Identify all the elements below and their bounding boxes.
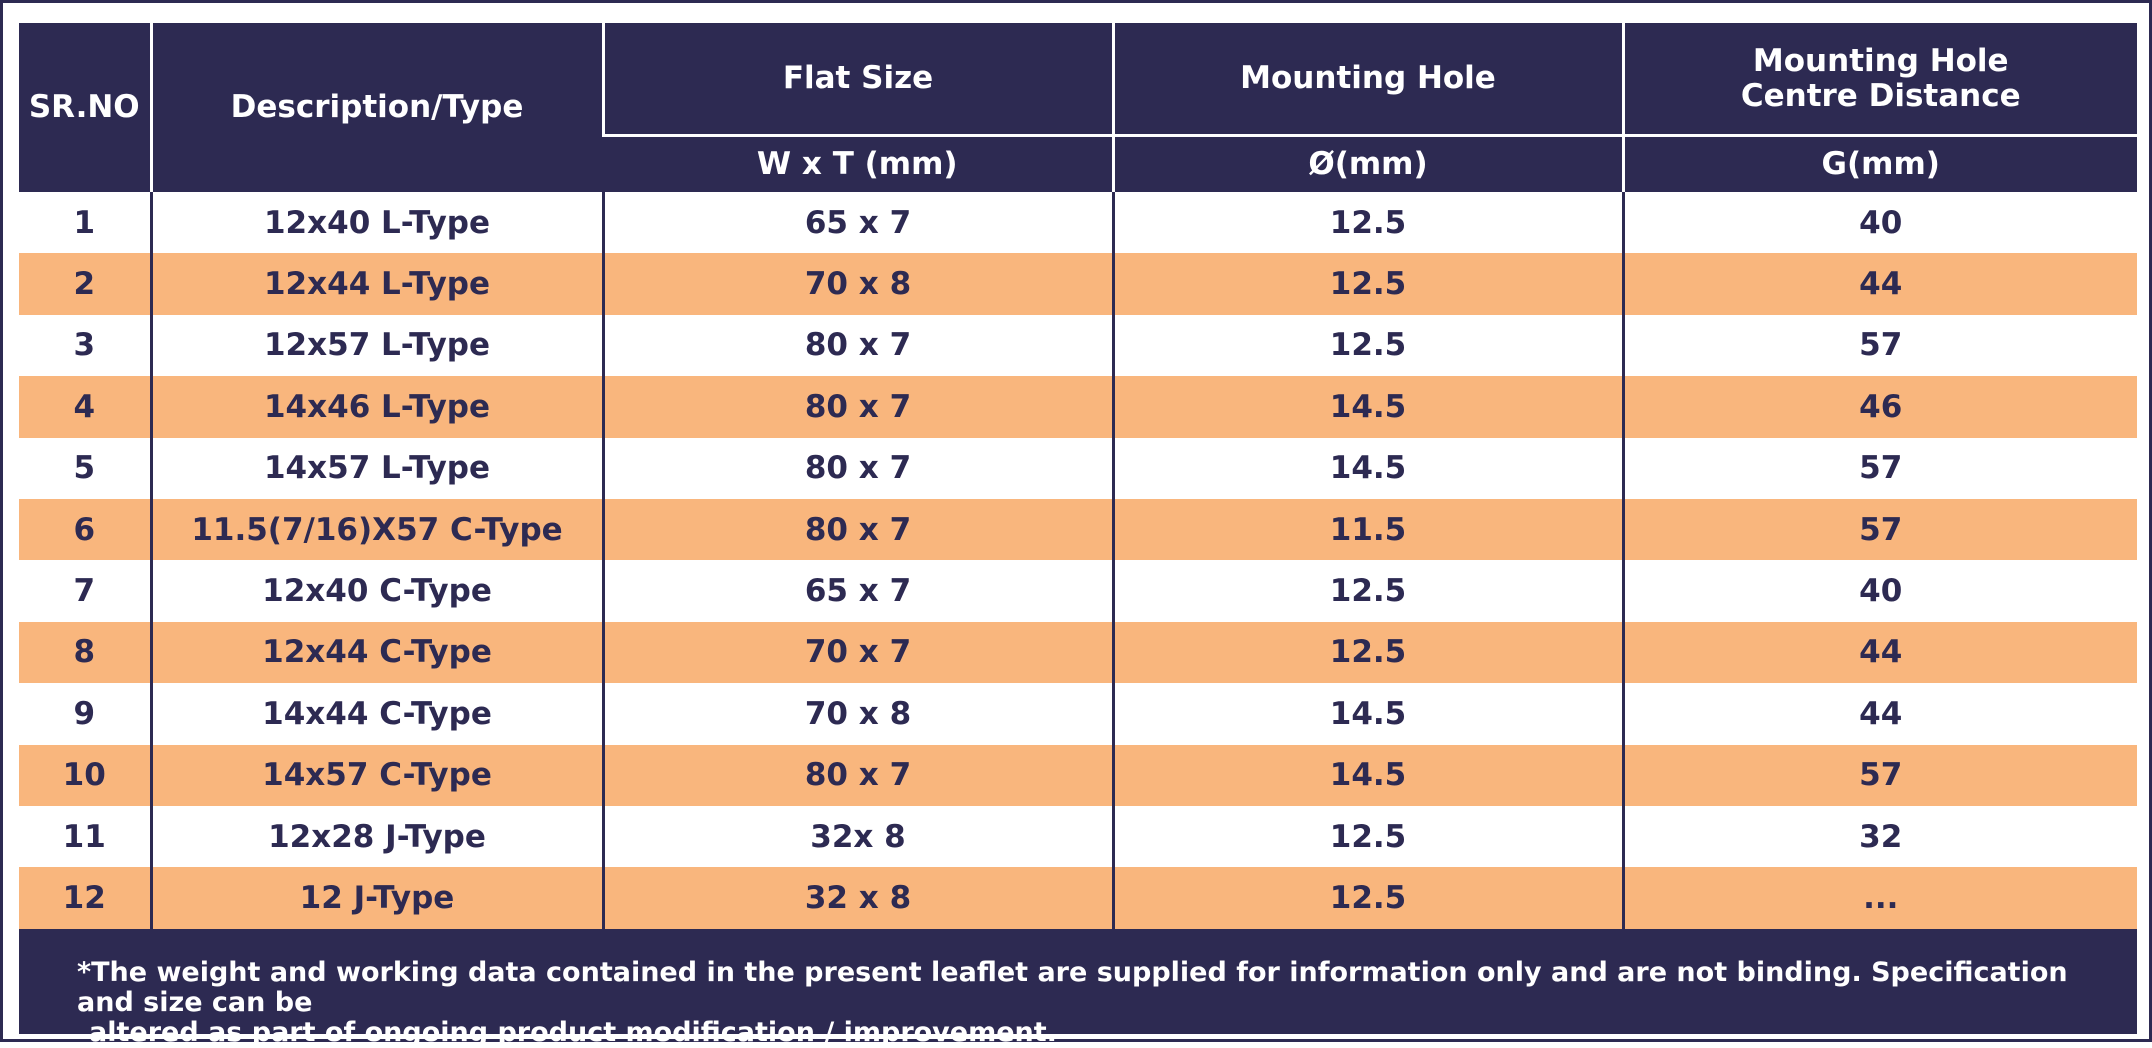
table-row: 4 14x46 L-Type 80 x 7 14.5 46 bbox=[19, 376, 2137, 438]
spec-table: SR.NO Description/Type Flat Size Mountin… bbox=[19, 23, 2137, 929]
cell-mounting-hole: 12.5 bbox=[1111, 560, 1623, 622]
cell-centre-distance: ... bbox=[1621, 867, 2137, 929]
header-sr-no: SR.NO bbox=[19, 23, 151, 192]
cell-sr-no: 6 bbox=[19, 498, 151, 561]
table-row: 9 14x44 C-Type 70 x 8 14.5 44 bbox=[19, 683, 2137, 745]
cell-description: 12x40 C-Type bbox=[149, 560, 603, 622]
cell-description: 11.5(7/16)X57 C-Type bbox=[149, 498, 603, 561]
cell-description: 14x44 C-Type bbox=[149, 683, 603, 745]
cell-description: 14x57 C-Type bbox=[149, 744, 603, 806]
cell-centre-distance: 40 bbox=[1621, 192, 2137, 254]
cell-centre-distance: 40 bbox=[1621, 560, 2137, 622]
table-row: 10 14x57 C-Type 80 x 7 14.5 57 bbox=[19, 744, 2137, 806]
spec-panel: SR.NO Description/Type Flat Size Mountin… bbox=[19, 23, 2137, 1048]
cell-flat-size: 70 x 8 bbox=[601, 253, 1113, 315]
cell-flat-size: 70 x 8 bbox=[601, 683, 1113, 745]
cell-flat-size: 65 x 7 bbox=[601, 192, 1113, 254]
cell-sr-no: 10 bbox=[19, 744, 151, 806]
table-row: 5 14x57 L-Type 80 x 7 14.5 57 bbox=[19, 437, 2137, 499]
cell-mounting-hole: 14.5 bbox=[1111, 744, 1623, 806]
cell-description: 12x40 L-Type bbox=[149, 192, 603, 254]
table-row: 8 12x44 C-Type 70 x 7 12.5 44 bbox=[19, 621, 2137, 684]
cell-mounting-hole: 12.5 bbox=[1111, 192, 1623, 254]
table-row: 11 12x28 J-Type 32x 8 12.5 32 bbox=[19, 805, 2137, 868]
cell-mounting-hole: 12.5 bbox=[1111, 314, 1623, 377]
cell-description: 14x46 L-Type bbox=[149, 376, 603, 438]
cell-centre-distance: 57 bbox=[1621, 437, 2137, 499]
cell-sr-no: 12 bbox=[19, 867, 151, 929]
table-row: 12 12 J-Type 32 x 8 12.5... bbox=[19, 867, 2137, 929]
cell-flat-size: 80 x 7 bbox=[601, 376, 1113, 438]
cell-flat-size: 80 x 7 bbox=[601, 498, 1113, 561]
cell-mounting-hole: 14.5 bbox=[1111, 437, 1623, 499]
cell-description: 12x44 L-Type bbox=[149, 253, 603, 315]
cell-flat-size: 80 x 7 bbox=[601, 437, 1113, 499]
cell-flat-size: 70 x 7 bbox=[601, 621, 1113, 684]
header-centre-distance-line2: Centre Distance bbox=[1740, 77, 2021, 114]
cell-centre-distance: 44 bbox=[1621, 621, 2137, 684]
cell-centre-distance: 57 bbox=[1621, 498, 2137, 561]
cell-sr-no: 5 bbox=[19, 437, 151, 499]
table-row: 3 12x57 L-Type 80 x 7 12.5 57 bbox=[19, 314, 2137, 377]
cell-sr-no: 1 bbox=[19, 192, 151, 254]
cell-centre-distance: 46 bbox=[1621, 376, 2137, 438]
footnote-line-2: altered as part of ongoing product modif… bbox=[89, 1017, 1057, 1048]
table-header: SR.NO Description/Type Flat Size Mountin… bbox=[19, 23, 2137, 192]
cell-centre-distance: 44 bbox=[1621, 683, 2137, 745]
cell-description: 12 J-Type bbox=[149, 867, 603, 929]
header-mounting-hole-unit: Ø(mm) bbox=[1111, 134, 1623, 192]
cell-sr-no: 8 bbox=[19, 621, 151, 684]
table-body: 1 12x40 L-Type 65 x 7 12.5 40 2 12x44 L-Type 70… bbox=[19, 192, 2137, 929]
header-mounting-hole: Mounting Hole bbox=[1111, 23, 1623, 136]
table-row: 1 12x40 L-Type 65 x 7 12.5 40 bbox=[19, 192, 2137, 254]
footnote-line-1: *The weight and working data contained i… bbox=[77, 957, 2068, 1018]
header-row-main: SR.NO Description/Type Flat Size Mountin… bbox=[19, 23, 2137, 192]
cell-centre-distance: 57 bbox=[1621, 744, 2137, 806]
cell-sr-no: 7 bbox=[19, 560, 151, 622]
cell-mounting-hole: 12.5 bbox=[1111, 621, 1623, 684]
header-description: Description/Type bbox=[149, 23, 603, 192]
cell-centre-distance: 57 bbox=[1621, 314, 2137, 377]
table-row: 7 12x40 C-Type 65 x 7 12.5 40 bbox=[19, 560, 2137, 622]
cell-mounting-hole: 14.5 bbox=[1111, 376, 1623, 438]
cell-flat-size: 80 x 7 bbox=[601, 744, 1113, 806]
cell-mounting-hole: 14.5 bbox=[1111, 683, 1623, 745]
cell-description: 12x57 L-Type bbox=[149, 314, 603, 377]
cell-mounting-hole: 11.5 bbox=[1111, 498, 1623, 561]
cell-centre-distance: 44 bbox=[1621, 253, 2137, 315]
cell-flat-size: 32 x 8 bbox=[601, 867, 1113, 929]
header-centre-distance-unit: G(mm) bbox=[1621, 134, 2137, 192]
cell-description: 12x28 J-Type bbox=[149, 805, 603, 868]
cell-mounting-hole: 12.5 bbox=[1111, 253, 1623, 315]
cell-flat-size: 80 x 7 bbox=[601, 314, 1113, 377]
cell-mounting-hole: 12.5 bbox=[1111, 867, 1623, 929]
cell-sr-no: 9 bbox=[19, 683, 151, 745]
cell-centre-distance: 32 bbox=[1621, 805, 2137, 868]
cell-description: 14x57 L-Type bbox=[149, 437, 603, 499]
header-row-units: W x T (mm) Ø(mm) G(mm) bbox=[19, 134, 2137, 192]
cell-flat-size: 32x 8 bbox=[601, 805, 1113, 868]
cell-description: 12x44 C-Type bbox=[149, 621, 603, 684]
cell-flat-size: 65 x 7 bbox=[601, 560, 1113, 622]
footnote: *The weight and working data contained i… bbox=[77, 958, 2117, 1048]
cell-sr-no: 3 bbox=[19, 314, 151, 377]
cell-sr-no: 4 bbox=[19, 376, 151, 438]
header-centre-distance: Mounting Hole Centre Distance bbox=[1621, 23, 2137, 136]
cell-mounting-hole: 12.5 bbox=[1111, 805, 1623, 868]
header-flat-size: Flat Size bbox=[601, 23, 1113, 136]
header-flat-size-unit: W x T (mm) bbox=[603, 134, 1113, 192]
cell-sr-no: 2 bbox=[19, 253, 151, 315]
table-row: 2 12x44 L-Type 70 x 8 12.5 44 bbox=[19, 253, 2137, 315]
header-centre-distance-line1: Mounting Hole bbox=[1752, 43, 2009, 80]
table-row: 6 11.5(7/16)X57 C-Type 80 x 7 11.5 57 bbox=[19, 498, 2137, 561]
cell-sr-no: 11 bbox=[19, 805, 151, 868]
